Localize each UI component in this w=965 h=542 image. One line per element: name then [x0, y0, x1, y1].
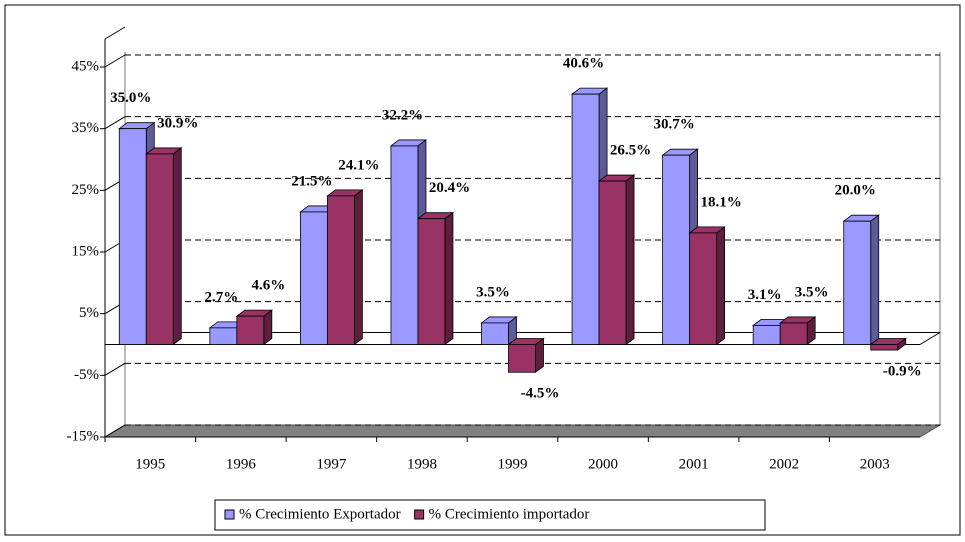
value-label: 35.0% — [110, 90, 151, 106]
value-label: -4.5% — [521, 386, 560, 402]
y-tick-label: 5% — [79, 305, 99, 321]
value-label: 30.9% — [157, 115, 198, 131]
value-label: 26.5% — [610, 143, 651, 159]
value-label: 30.7% — [653, 117, 694, 133]
bar-side — [625, 174, 635, 346]
x-tick-label: 2001 — [679, 456, 709, 472]
bar-side — [716, 226, 726, 346]
legend-label: % Crecimiento importador — [429, 506, 590, 522]
bar — [145, 153, 174, 345]
bar-side — [353, 189, 363, 346]
bar — [299, 211, 328, 345]
bar — [598, 180, 627, 345]
x-tick-label: 1995 — [135, 456, 165, 472]
bar — [236, 315, 265, 345]
bar — [843, 220, 872, 345]
bar — [689, 232, 718, 345]
x-tick-label: 2003 — [860, 456, 890, 472]
legend-box — [214, 499, 766, 531]
bar — [752, 324, 781, 345]
value-label: 32.2% — [382, 107, 423, 123]
grid-connector — [104, 54, 126, 68]
bar — [417, 218, 446, 345]
x-tick-label: 1997 — [316, 456, 347, 472]
legend-label: % Crecimiento Exportador — [239, 506, 401, 522]
value-label: -0.9% — [883, 363, 922, 379]
value-label: 40.6% — [563, 56, 604, 72]
bar — [508, 344, 536, 373]
bar-side — [870, 214, 880, 346]
zero-right — [919, 332, 941, 345]
bar — [209, 327, 238, 345]
x-tick-label: 1998 — [407, 456, 437, 472]
y-tick-label: 15% — [72, 243, 100, 259]
value-label: 3.5% — [476, 284, 510, 300]
bar-side — [172, 147, 182, 346]
x-tick-label: 2000 — [588, 456, 618, 472]
y-axis-top — [104, 26, 126, 40]
value-label: 20.0% — [835, 183, 876, 199]
value-label: 20.4% — [429, 180, 470, 196]
legend-swatch — [224, 509, 235, 520]
value-label: 24.1% — [338, 157, 379, 173]
bar — [390, 145, 419, 345]
y-tick-label: -15% — [67, 428, 100, 444]
y-tick-label: -5% — [74, 367, 99, 383]
y-tick-label: 25% — [72, 182, 100, 198]
value-label: 4.6% — [251, 278, 285, 294]
floor — [103, 424, 942, 438]
x-tick-label: 1999 — [498, 456, 528, 472]
y-tick-label: 45% — [72, 58, 100, 74]
bar — [326, 195, 355, 345]
value-label: 2.7% — [204, 289, 238, 305]
y-tick-label: 35% — [72, 120, 100, 136]
x-tick-label: 2002 — [769, 456, 799, 472]
value-label: 3.5% — [795, 284, 829, 300]
bar — [481, 322, 509, 345]
grid-connector — [104, 424, 126, 438]
grid-connector — [104, 116, 126, 130]
bar — [662, 154, 691, 345]
legend-swatch — [414, 509, 425, 520]
bar-side — [444, 211, 454, 346]
bar-side — [263, 309, 273, 346]
value-label: 3.1% — [748, 287, 782, 303]
grid-connector — [104, 362, 126, 376]
value-label: 21.5% — [291, 173, 332, 189]
bar — [870, 344, 899, 351]
value-label: 18.1% — [700, 194, 741, 210]
bar — [571, 93, 600, 345]
legend: % Crecimiento Exportador % Crecimiento im… — [214, 499, 766, 531]
bar-side — [535, 337, 544, 374]
bar — [118, 128, 147, 345]
x-tick-label: 1996 — [226, 456, 257, 472]
bar — [779, 322, 808, 345]
